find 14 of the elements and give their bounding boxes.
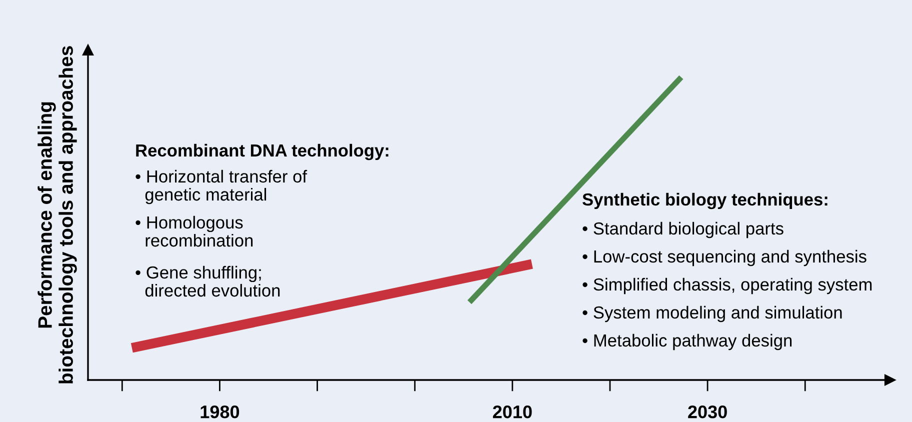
annotation: • Gene shuffling; directed evolution xyxy=(136,266,280,297)
x-tick-label: 2030 xyxy=(688,405,727,418)
annotation: • System modeling and simulation xyxy=(582,306,842,322)
x-tick-label: 2010 xyxy=(492,405,532,418)
annotation: • Low-cost sequencing and synthesis xyxy=(582,250,866,266)
annotation: Recombinant DNA technology: xyxy=(136,144,388,160)
annotation: Synthetic biology techniques: xyxy=(582,192,828,210)
x-tick-label: 1980 xyxy=(200,405,240,418)
annotation: • Horizontal transfer of genetic material xyxy=(136,170,308,204)
y-axis-title: Performance of enabling biotechnology tools and approaches xyxy=(38,46,77,384)
annotation: • Homologous recombination xyxy=(136,216,253,247)
annotation: • Standard biological parts xyxy=(582,222,784,238)
annotation: • Simplified chassis, operating system xyxy=(582,278,872,294)
annotation: • Metabolic pathway design xyxy=(582,334,792,350)
